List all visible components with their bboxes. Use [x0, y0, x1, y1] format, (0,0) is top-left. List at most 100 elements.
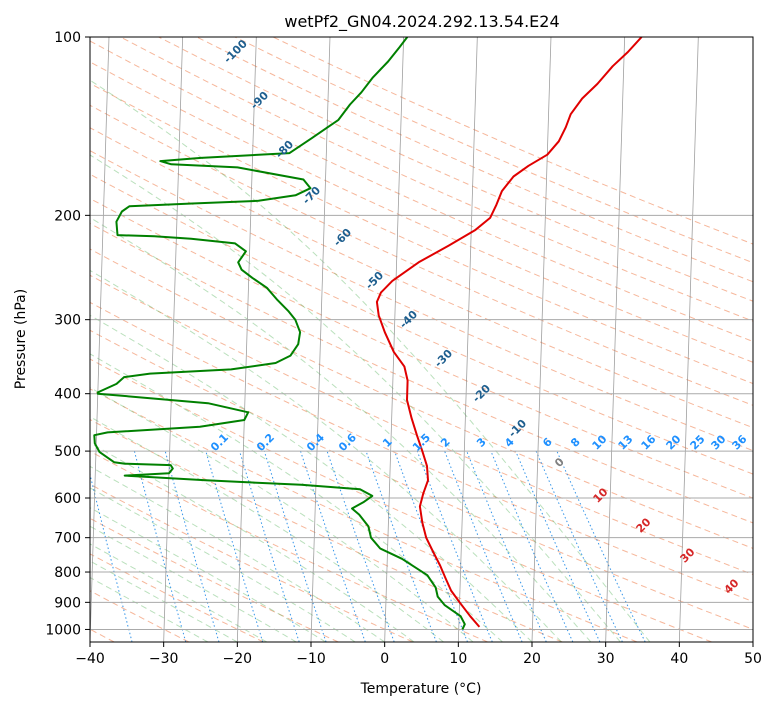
mixing-ratio-label: 10: [590, 432, 610, 452]
mixing-ratio-line: [300, 450, 366, 642]
y-tick-label: 400: [54, 387, 81, 403]
x-tick-label: 20: [523, 651, 541, 667]
background-lines: [90, 37, 753, 642]
mixing-ratio-line: [263, 450, 327, 642]
y-tick-label: 700: [54, 531, 81, 547]
isotherm: [752, 629, 753, 642]
moist-adiabat-label: 10: [591, 485, 611, 505]
dry-adiabat-label: -60: [331, 226, 354, 249]
moist-adiabat: [90, 576, 209, 642]
dry-adiabat: [90, 150, 753, 452]
mixing-ratio-line: [133, 450, 187, 642]
dry-adiabat: [90, 248, 753, 549]
mixing-ratio-line: [326, 450, 395, 642]
mixing-ratio-label: 30: [709, 432, 729, 452]
dry-adiabat: [90, 82, 753, 385]
dry-adiabat: [90, 418, 563, 642]
moist-adiabat: [90, 314, 533, 642]
mixing-ratio-line: [556, 450, 646, 642]
isotherm: [163, 37, 184, 642]
x-tick-label: 50: [744, 651, 762, 667]
dry-adiabat: [90, 388, 638, 642]
mixing-ratio-line: [490, 450, 574, 642]
isoline-labels: -100-90-80-70-60-50-40-30-20-100.1 0.2 0.4…: [208, 37, 750, 597]
moist-adiabat: [90, 465, 385, 642]
isotherm: [678, 37, 699, 642]
dry-adiabat: [272, 37, 753, 245]
moist-adiabat: [90, 353, 503, 642]
data-lines: [93, 37, 643, 630]
dry-adiabat: [90, 222, 753, 524]
x-tick-label: 10: [449, 651, 467, 667]
y-tick-label: 300: [54, 313, 81, 329]
mixing-ratio-line: [444, 450, 523, 642]
mixing-ratio-label: 0.4: [304, 431, 327, 454]
x-tick-label: −30: [149, 651, 179, 667]
dry-adiabat-label: -10: [506, 417, 529, 440]
dry-adiabat: [90, 173, 753, 475]
mixing-ratio-label: 0.6: [336, 431, 359, 454]
y-tick-label: 500: [54, 444, 81, 460]
x-tick-label: 30: [597, 651, 615, 667]
dry-adiabat-label: -70: [300, 184, 323, 207]
mixing-ratio-line: [515, 450, 601, 642]
x-axis-label: Temperature (°C): [360, 681, 482, 697]
isotherm: [384, 37, 405, 642]
mixing-ratio-label: 8: [568, 435, 583, 450]
isotherm: [310, 37, 331, 642]
mixing-ratio-label: 2: [438, 435, 453, 450]
moist-adiabat-label: 0: [552, 455, 567, 470]
isotherm: [457, 37, 478, 642]
moist-adiabat-label: 20: [634, 515, 654, 535]
dry-adiabat: [90, 104, 753, 406]
moist-adiabat: [90, 216, 592, 642]
mixing-ratio-line: [239, 450, 300, 642]
mixing-ratio-label: 1.5: [410, 431, 433, 454]
x-tick-label: −10: [296, 651, 326, 667]
isotherm: [605, 37, 626, 642]
y-axis-label: Pressure (hPa): [13, 289, 29, 389]
x-tick-label: −40: [75, 651, 105, 667]
dry-adiabat: [90, 450, 488, 642]
plot-frame: [89, 36, 754, 643]
moist-adiabat-label: 40: [722, 576, 742, 596]
moist-adiabat: [90, 560, 238, 642]
dry-adiabat: [90, 40, 753, 343]
mixing-ratio-line: [90, 472, 133, 642]
moist-adiabat: [90, 79, 651, 642]
temperature-profile: [375, 37, 643, 628]
mixing-ratio-line: [535, 450, 623, 642]
x-tick-label: 40: [670, 651, 688, 667]
y-tick-label: 900: [54, 595, 81, 611]
dry-adiabat: [90, 590, 190, 642]
y-tick-label: 1000: [45, 622, 81, 638]
mixing-ratio-label: 3: [474, 435, 489, 450]
moist-adiabat: [90, 442, 415, 642]
moist-adiabat: [90, 269, 562, 642]
chart-title: wetPf2_GN04.2024.292.13.54.E24: [284, 12, 559, 32]
isotherm: [236, 37, 257, 642]
dry-adiabat: [90, 483, 414, 642]
dry-adiabat-label: -50: [363, 269, 386, 292]
mixing-ratio-label: 0.2: [254, 431, 277, 454]
dry-adiabat: [90, 358, 712, 642]
isotherm: [90, 37, 110, 642]
y-tick-label: 600: [54, 491, 81, 507]
moist-adiabat: [90, 154, 621, 642]
mixing-ratio-line: [365, 450, 437, 642]
mixing-ratio-label: 13: [616, 433, 636, 453]
dry-adiabat: [90, 61, 753, 363]
x-tick-label: −20: [223, 651, 253, 667]
y-tick-label: 100: [54, 30, 81, 46]
moist-adiabat: [90, 543, 268, 642]
mixing-ratio-line: [466, 450, 547, 642]
x-axis: −40 −30 −20 −10 0 10 20 30 40 50: [75, 642, 762, 667]
mixing-ratio-label: 20: [664, 432, 684, 452]
mixing-ratio-line: [164, 450, 220, 642]
moist-adiabat-label: 30: [678, 545, 698, 565]
dewpoint-profile: [93, 37, 466, 630]
dry-adiabat: [120, 37, 753, 322]
isotherm: [531, 37, 552, 642]
mixing-ratio-label: 6: [540, 435, 555, 450]
